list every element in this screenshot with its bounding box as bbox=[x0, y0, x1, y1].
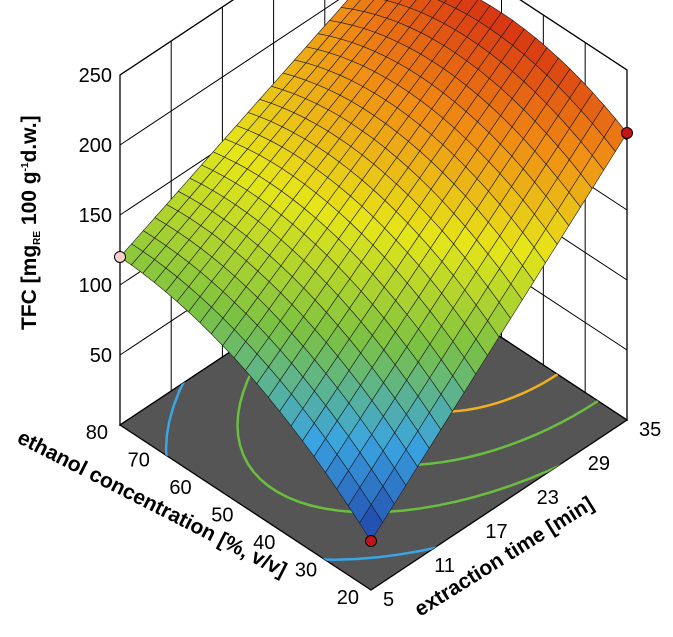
x-tick-label: 11 bbox=[434, 555, 455, 577]
y-tick-label: 40 bbox=[253, 532, 275, 554]
design-point bbox=[114, 251, 126, 263]
x-tick-label: 29 bbox=[588, 453, 610, 475]
z-tick-label: 250 bbox=[79, 65, 112, 87]
x-tick-label: 23 bbox=[537, 487, 559, 509]
y-tick-label: 60 bbox=[169, 477, 191, 499]
z-tick-label: 100 bbox=[79, 275, 112, 297]
y-tick-label: 80 bbox=[86, 422, 108, 444]
z-tick-label: 50 bbox=[90, 345, 112, 367]
design-point bbox=[621, 127, 633, 139]
design-points bbox=[114, 127, 633, 547]
tick-labels: 50 100 150 200 250 20 30 40 50 60 70 80 5 11 17 23 29 35 bbox=[79, 65, 662, 611]
y-tick-label: 20 bbox=[337, 587, 359, 609]
x-tick-label: 5 bbox=[383, 589, 394, 611]
y-tick-label: 70 bbox=[128, 450, 150, 472]
y-tick-label: 50 bbox=[211, 505, 233, 527]
response-surface bbox=[119, 0, 628, 542]
z-axis-label: TFC [mgRE 100 g-1d.w.] bbox=[18, 115, 43, 330]
design-point bbox=[365, 535, 377, 547]
z-tick-label: 200 bbox=[79, 135, 112, 157]
surface-cell bbox=[359, 504, 383, 542]
z-tick-label: 150 bbox=[79, 205, 112, 227]
x-tick-label: 35 bbox=[639, 419, 661, 441]
y-tick-label: 30 bbox=[295, 560, 317, 582]
x-tick-label: 17 bbox=[485, 521, 507, 543]
